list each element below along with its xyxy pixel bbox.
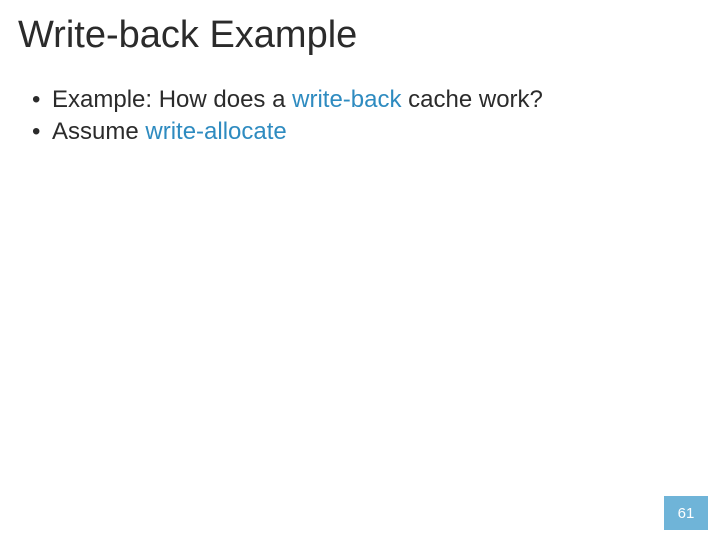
page-number-badge: 61 bbox=[664, 496, 708, 530]
bullet-text-highlight: write-allocate bbox=[145, 118, 286, 145]
page-number: 61 bbox=[678, 505, 695, 522]
list-item: Assume write-allocate bbox=[32, 117, 702, 147]
bullet-list: Example: How does a write-back cache wor… bbox=[18, 85, 702, 147]
list-item: Example: How does a write-back cache wor… bbox=[32, 85, 702, 115]
slide: Write-back Example Example: How does a w… bbox=[0, 0, 720, 540]
bullet-text-pre: Example: How does a bbox=[52, 86, 292, 113]
bullet-text-highlight: write-back bbox=[292, 86, 401, 113]
bullet-text-post: cache work? bbox=[401, 86, 542, 113]
bullet-text-pre: Assume bbox=[52, 118, 145, 145]
slide-title: Write-back Example bbox=[18, 14, 702, 57]
